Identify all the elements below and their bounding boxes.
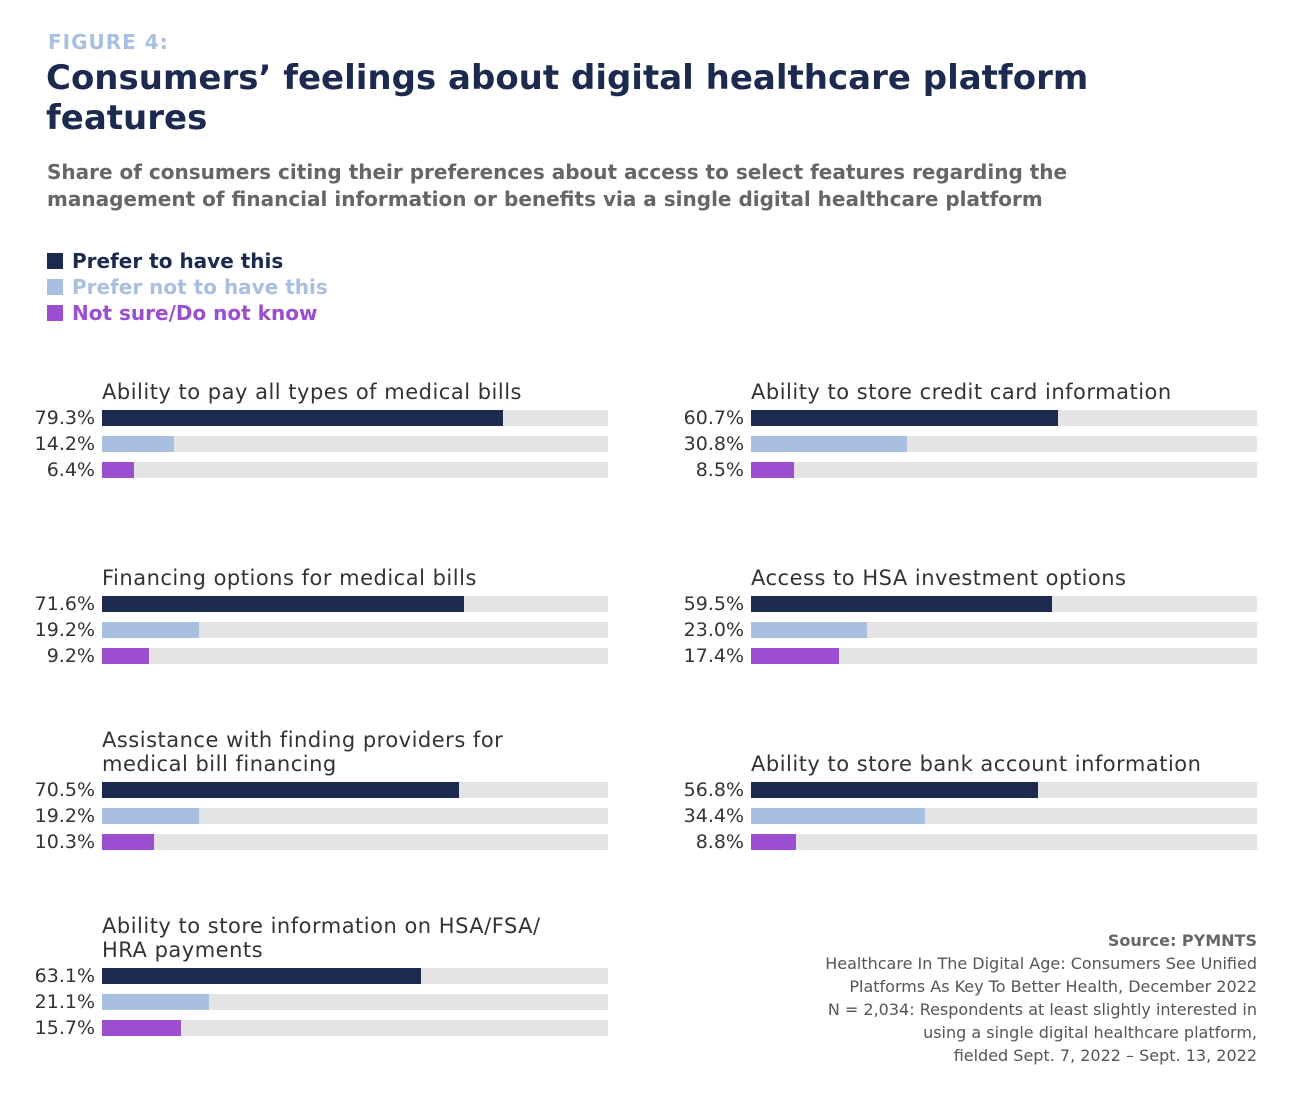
bar — [102, 833, 155, 850]
value-label: 14.2% — [34, 432, 95, 455]
source-line: Healthcare In The Digital Age: Consumers… — [825, 954, 1257, 973]
bar-track — [102, 435, 608, 452]
legend-label: Not sure/Do not know — [72, 301, 318, 325]
value-label: 9.2% — [46, 644, 95, 667]
source: Source: PYMNTS Healthcare In The Digital… — [825, 929, 1257, 1067]
bar — [751, 833, 796, 850]
source-line: Platforms As Key To Better Health, Decem… — [849, 977, 1257, 996]
bar-track — [102, 461, 608, 478]
bar — [102, 782, 459, 798]
value-label: 19.2% — [34, 618, 95, 641]
bar — [751, 621, 868, 638]
value-label: 79.3% — [34, 407, 95, 429]
source-line: fielded Sept. 7, 2022 – Sept. 13, 2022 — [953, 1046, 1257, 1065]
legend-label: Prefer not to have this — [72, 275, 328, 299]
bar — [102, 435, 174, 452]
bar — [102, 1019, 182, 1036]
value-label: 21.1% — [34, 990, 95, 1013]
value-label: 10.3% — [34, 830, 95, 853]
bar-track — [751, 833, 1257, 850]
bar-track — [102, 993, 608, 1010]
bar-track — [751, 647, 1257, 664]
bar — [751, 782, 1039, 798]
panel-title: Financing options for medical bills — [102, 566, 477, 590]
bar — [102, 807, 200, 824]
bar-track — [102, 833, 608, 850]
chart-title: Consumers’ feelings about digital health… — [46, 58, 1089, 138]
legend-label: Prefer to have this — [72, 249, 284, 273]
bar-track — [102, 1019, 608, 1036]
chart-subtitle: Share of consumers citing their preferen… — [47, 160, 1068, 211]
figure-label: FIGURE 4: — [48, 30, 169, 54]
value-label: 15.7% — [34, 1016, 95, 1039]
value-label: 19.2% — [34, 804, 95, 827]
value-label: 71.6% — [34, 593, 95, 615]
value-label: 56.8% — [683, 779, 744, 801]
legend-swatch — [47, 279, 63, 295]
value-label: 59.5% — [683, 593, 744, 615]
bar — [751, 647, 840, 664]
bar — [102, 410, 504, 426]
bar — [102, 993, 209, 1010]
bar-track — [102, 807, 608, 824]
bar — [751, 435, 907, 452]
bar-track — [102, 647, 608, 664]
value-label: 6.4% — [46, 458, 95, 481]
legend-item: Prefer not to have this — [47, 274, 328, 300]
bar — [102, 596, 465, 612]
legend-item: Prefer to have this — [47, 248, 328, 274]
source-title: Source: PYMNTS — [1107, 931, 1257, 950]
legend-swatch — [47, 305, 63, 321]
panel-title: Ability to store information on HSA/FSA/… — [102, 914, 541, 962]
bar-track — [102, 621, 608, 638]
panel-title: Ability to store bank account informatio… — [751, 752, 1202, 776]
bar-track — [751, 461, 1257, 478]
panel-title: Assistance with finding providers for me… — [102, 728, 504, 776]
bar — [102, 621, 200, 638]
value-label: 30.8% — [683, 432, 744, 455]
bar — [751, 596, 1053, 612]
bar — [102, 461, 135, 478]
source-line: N = 2,034: Respondents at least slightly… — [827, 1000, 1257, 1019]
bar — [751, 461, 794, 478]
value-label: 60.7% — [683, 407, 744, 429]
value-label: 8.5% — [695, 458, 744, 481]
source-line: using a single digital healthcare platfo… — [923, 1023, 1257, 1042]
value-label: 17.4% — [683, 644, 744, 667]
panel-title: Access to HSA investment options — [751, 566, 1127, 590]
value-label: 23.0% — [683, 618, 744, 641]
value-label: 63.1% — [34, 965, 95, 987]
bar — [102, 647, 149, 664]
legend: Prefer to have this Prefer not to have th… — [47, 248, 328, 326]
panel-title: Ability to pay all types of medical bill… — [102, 380, 522, 404]
legend-swatch — [47, 253, 63, 269]
bar — [102, 968, 422, 984]
bar — [751, 410, 1059, 426]
value-label: 70.5% — [34, 779, 95, 801]
legend-item: Not sure/Do not know — [47, 300, 328, 326]
value-label: 8.8% — [695, 830, 744, 853]
panel-title: Ability to store credit card information — [751, 380, 1172, 404]
value-label: 34.4% — [683, 804, 744, 827]
bar-track — [751, 621, 1257, 638]
bar — [751, 807, 926, 824]
